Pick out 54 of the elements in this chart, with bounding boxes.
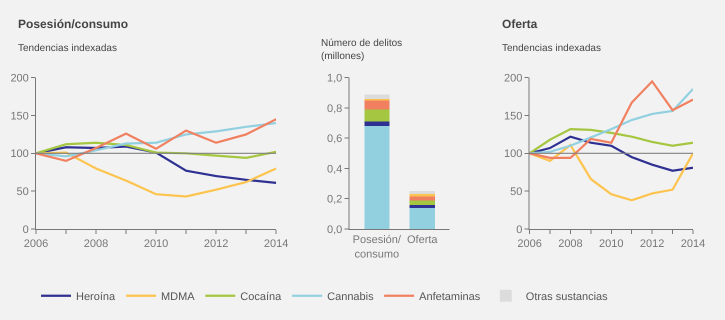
y-tick-label: 150: [504, 110, 522, 122]
x-tick-label: Posesión/ consumo: [352, 234, 402, 261]
x-tick-label: 2014: [680, 238, 706, 250]
line-series: [530, 144, 693, 202]
bar: [364, 126, 390, 230]
y-tick-label: 0: [22, 224, 29, 236]
bar: [410, 200, 435, 205]
x-tick-label: 2012: [640, 238, 664, 250]
chart-title: Oferta: [502, 17, 538, 31]
y-tick-label: 0,2: [326, 194, 342, 206]
x-tick-label: 2008: [84, 238, 108, 250]
y-tick-label: 200: [504, 72, 522, 84]
x-tick-label: Oferta: [406, 234, 438, 246]
y-tick-label: 200: [10, 72, 29, 84]
chart-subtitle: Tendencias indexadas: [18, 43, 117, 54]
y-tick-label: 50: [16, 186, 29, 198]
chart-subtitle: Tendencias indexadas: [502, 43, 601, 54]
x-tick-label: 2014: [264, 238, 288, 250]
legend-label: Heroína: [76, 291, 116, 304]
y-tick-label: 0,8: [326, 102, 342, 115]
x-tick-label: 2006: [517, 238, 542, 250]
bar: [364, 100, 390, 110]
y-tick-label: 1,0: [326, 72, 342, 84]
y-tick-label: 0,0: [326, 224, 342, 236]
legend-label: Otras sustancias: [526, 291, 608, 304]
line-series: [530, 128, 693, 154]
line-series: [530, 80, 693, 159]
x-tick-label: 2006: [24, 238, 48, 250]
bar: [364, 109, 390, 122]
bar: [410, 208, 435, 230]
y-tick-label: 100: [10, 148, 29, 160]
bar: [410, 204, 435, 208]
bar: [364, 122, 390, 126]
y-tick-label: 100: [504, 148, 522, 160]
y-axis-title: Número de delitos (millones): [321, 38, 402, 62]
legend-label: Cocaína: [240, 291, 282, 304]
y-tick-label: 0,4: [326, 163, 342, 176]
line-series: [530, 88, 693, 154]
bar: [410, 191, 435, 194]
y-tick-label: 0,6: [326, 133, 342, 146]
x-tick-label: 2012: [204, 238, 228, 250]
y-tick-label: 50: [510, 186, 522, 198]
chart-title: Posesión/consumo: [18, 17, 128, 31]
x-tick-label: 2010: [144, 238, 168, 250]
bar: [364, 94, 390, 99]
bar: [410, 194, 435, 197]
legend-label: Cannabis: [327, 291, 374, 304]
y-tick-label: 150: [10, 110, 29, 122]
line-series: [36, 142, 276, 159]
x-tick-label: 2008: [558, 238, 583, 250]
legend-label: MDMA: [161, 291, 196, 304]
legend-label: Anfetaminas: [419, 291, 481, 304]
x-tick-label: 2010: [599, 238, 624, 250]
y-tick-label: 0: [516, 224, 522, 236]
